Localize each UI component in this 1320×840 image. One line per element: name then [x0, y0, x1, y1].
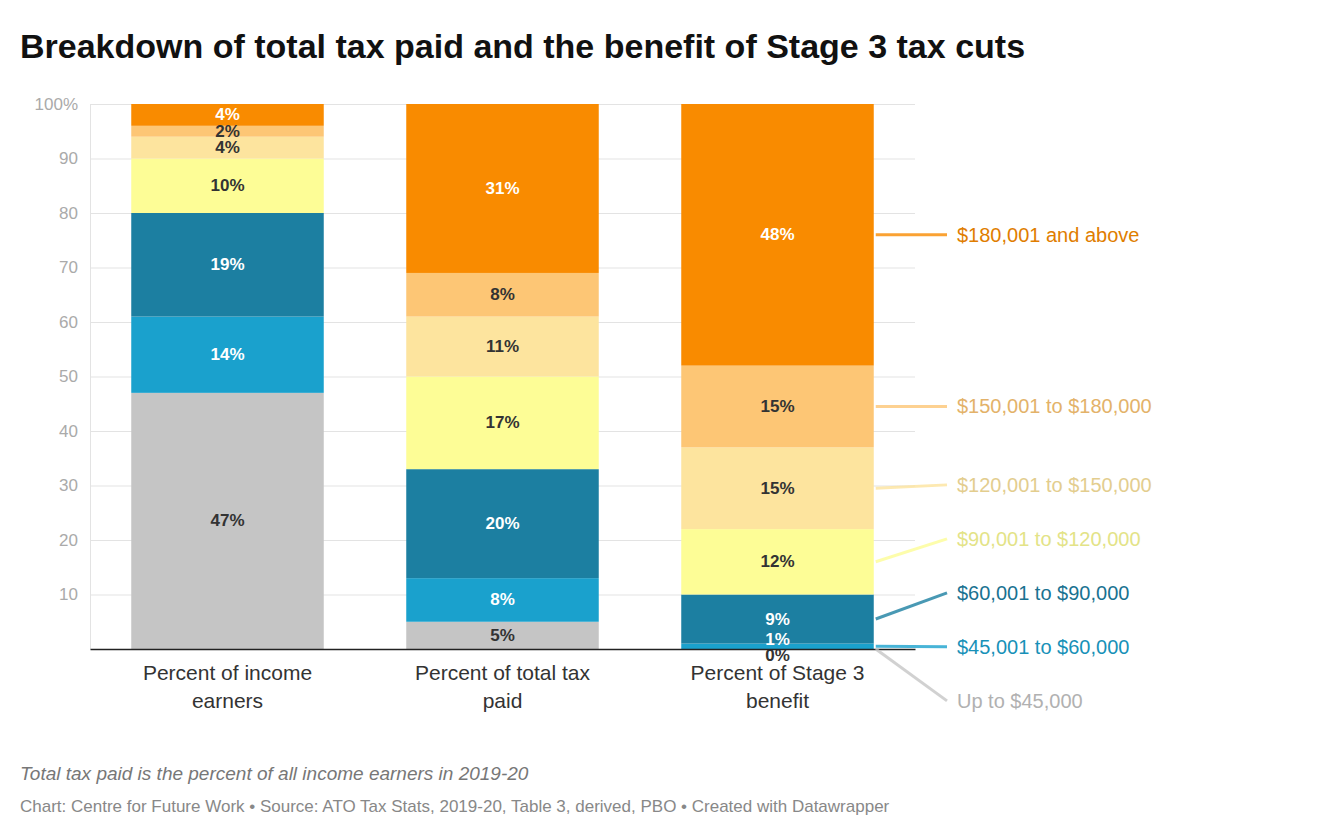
legend-connector — [876, 645, 947, 649]
chart-title: Breakdown of total tax paid and the bene… — [20, 27, 1025, 65]
data-label: 8% — [490, 590, 515, 609]
data-label: 11% — [486, 337, 519, 356]
bar-segment — [406, 273, 599, 317]
x-tick: Percent of Stage 3 benefit — [691, 649, 865, 712]
bar-segment — [406, 622, 599, 649]
y-tick-label: 90 — [59, 149, 78, 168]
x-axis: Percent of income earners Percent of total… — [91, 649, 916, 712]
y-tick-label: 50 — [59, 367, 78, 386]
data-label: 5% — [490, 626, 515, 645]
x-tick-label-line: benefit — [746, 689, 809, 712]
data-label: 31% — [485, 179, 519, 198]
data-label: 15% — [760, 479, 794, 498]
x-tick-label-line: Percent of income — [143, 661, 312, 684]
x-tick: Percent of income earners — [143, 649, 312, 712]
data-label: 10% — [210, 176, 244, 195]
bar-segment — [131, 317, 324, 393]
bar-segment — [406, 377, 599, 470]
bar-segment — [681, 447, 874, 529]
bar-segment — [406, 104, 599, 273]
legend-label: $120,001 to $150,000 — [957, 474, 1152, 496]
y-tick-label: 20 — [59, 531, 78, 550]
data-label: 17% — [485, 413, 519, 432]
data-label: 47% — [210, 511, 244, 530]
x-tick-label: Percent of income earners — [143, 661, 312, 712]
bar-segment — [406, 317, 599, 377]
y-tick-label: 60 — [59, 313, 78, 332]
legend-connector — [876, 405, 947, 408]
bar-segment — [406, 578, 599, 622]
x-tick: Percent of total tax paid — [415, 649, 591, 712]
y-tick-label: 100% — [35, 95, 78, 114]
legend-connector — [876, 233, 947, 236]
bars — [131, 104, 874, 649]
y-tick-label: 40 — [59, 422, 78, 441]
y-tick-label: 70 — [59, 258, 78, 277]
legend: $180,001 and above $150,001 to $180,000 $1… — [876, 224, 1152, 712]
data-labels: 4%2%4%10%19%14%47%31%8%11%17%20%8%5%48%1… — [210, 105, 794, 665]
data-label: 48% — [760, 225, 794, 244]
x-tick-label-line: Percent of total tax — [415, 661, 591, 684]
bar-segment — [131, 213, 324, 317]
legend-label: $45,001 to $60,000 — [957, 636, 1129, 658]
legend-connector — [876, 593, 947, 619]
data-label: 14% — [210, 345, 244, 364]
y-axis: 10 20 30 40 50 60 70 80 90 100% — [35, 95, 915, 650]
legend-connector — [876, 539, 947, 562]
data-label: 15% — [760, 397, 794, 416]
chart-svg: Breakdown of total tax paid and the bene… — [0, 0, 1320, 840]
bar-segment — [131, 159, 324, 214]
data-label: 8% — [490, 285, 515, 304]
x-tick-label-line: Percent of Stage 3 — [691, 661, 865, 684]
legend-label: $150,001 to $180,000 — [957, 395, 1152, 417]
bar-segment — [131, 393, 324, 649]
bar-segment — [681, 104, 874, 366]
data-label: 4% — [215, 138, 240, 157]
x-tick-label: Percent of total tax paid — [415, 661, 591, 712]
legend-connector — [876, 649, 947, 701]
legend-label: $60,001 to $90,000 — [957, 582, 1129, 604]
baseline — [91, 649, 916, 651]
x-tick-label-line: paid — [483, 689, 523, 712]
legend-label: $90,001 to $120,000 — [957, 528, 1141, 550]
data-label: 20% — [485, 514, 519, 533]
source: Chart: Centre for Future Work • Source: … — [20, 797, 890, 816]
y-tick-label: 80 — [59, 204, 78, 223]
chart-container: Breakdown of total tax paid and the bene… — [0, 0, 1320, 840]
bar-segment — [681, 529, 874, 594]
data-label: 12% — [760, 552, 794, 571]
legend-label: $180,001 and above — [957, 224, 1139, 246]
x-tick-label-line: earners — [192, 689, 263, 712]
bar-segment — [131, 137, 324, 159]
y-tick-label: 30 — [59, 476, 78, 495]
y-tick-label: 10 — [59, 585, 78, 604]
legend-connector — [876, 485, 947, 488]
x-tick-label: Percent of Stage 3 benefit — [691, 661, 865, 712]
bar-segment — [681, 366, 874, 448]
caption: Total tax paid is the percent of all inc… — [20, 763, 529, 784]
data-label: 19% — [210, 255, 244, 274]
data-label: 9% — [765, 610, 790, 629]
legend-label: Up to $45,000 — [957, 690, 1083, 712]
bar-segment — [406, 469, 599, 578]
